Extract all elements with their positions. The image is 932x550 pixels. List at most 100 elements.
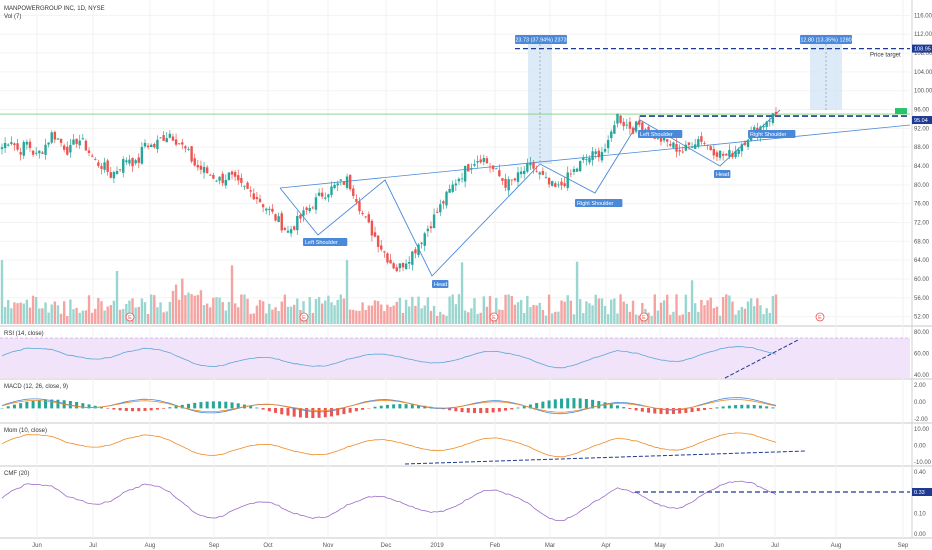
candle-body-203 <box>631 127 635 134</box>
candle-body-223 <box>693 144 697 149</box>
volume-bar-142 <box>442 314 445 324</box>
volume-bar-228 <box>709 297 712 324</box>
macd-hist-54 <box>168 407 172 409</box>
volume-bar-33 <box>103 310 106 324</box>
candle-body-144 <box>448 188 451 193</box>
macd-hist-158 <box>491 408 495 413</box>
volume-bar-8 <box>25 299 29 324</box>
candle-body-231 <box>718 150 722 158</box>
volume-bar-221 <box>687 312 691 324</box>
volume-bar-26 <box>81 310 85 324</box>
macd-hist-40 <box>124 408 128 411</box>
volume-bar-79 <box>246 298 249 324</box>
candle-body-129 <box>401 262 405 268</box>
macd-hist-150 <box>466 408 470 413</box>
candle-body-23 <box>72 139 75 145</box>
target-badge: 108.95 <box>914 47 931 53</box>
panel-3-tick-2: 0.10 <box>914 511 926 517</box>
volume-bar-37 <box>115 271 119 324</box>
volume-bar-17 <box>53 301 57 324</box>
candle-body-123 <box>383 251 386 253</box>
candle-body-170 <box>529 162 532 166</box>
volume-bar-240 <box>746 301 750 324</box>
volume-bar-89 <box>277 310 280 324</box>
volume-bar-209 <box>650 315 653 324</box>
candle-body-6 <box>19 152 22 155</box>
price-tick-1: 112.00 <box>914 32 932 38</box>
candle-body-157 <box>488 166 492 168</box>
volume-bar-205 <box>638 315 641 324</box>
candle-body-226 <box>703 143 706 144</box>
volume-bar-139 <box>432 305 436 324</box>
candle-body-90 <box>280 213 283 231</box>
volume-bar-162 <box>504 294 507 324</box>
volume-bar-178 <box>554 311 557 324</box>
candle-body-194 <box>603 149 607 152</box>
candle-body-61 <box>190 146 193 162</box>
macd-hist-180 <box>560 398 564 409</box>
volume-bar-126 <box>392 305 395 324</box>
volume-bar-6 <box>19 302 22 324</box>
candle-body-227 <box>706 144 709 146</box>
volume-bar-210 <box>653 294 656 324</box>
volume-bar-124 <box>386 304 389 324</box>
macd-hist-238 <box>740 404 744 409</box>
panel-title-3: CMF (20) <box>4 471 29 477</box>
candle-body-148 <box>460 178 464 180</box>
price-tick-11: 72.00 <box>914 220 930 226</box>
volume-bar-113 <box>352 309 355 324</box>
macd-hist-34 <box>106 408 110 409</box>
volume-bar-104 <box>324 300 327 324</box>
macd-hist-70 <box>218 401 222 409</box>
volume-bar-166 <box>516 302 520 324</box>
candle-body-84 <box>261 204 265 208</box>
volume-bar-219 <box>681 314 684 324</box>
volume-bar-136 <box>423 305 426 324</box>
volume-bar-83 <box>258 299 262 324</box>
macd-hist-210 <box>653 408 657 414</box>
volume-bar-160 <box>498 309 501 324</box>
candle-body-52 <box>162 135 165 141</box>
volume-bar-212 <box>659 302 663 324</box>
volume-bar-204 <box>634 314 638 324</box>
candle-body-106 <box>330 186 333 196</box>
volume-bar-196 <box>610 299 613 324</box>
volume-bar-138 <box>429 310 433 324</box>
price-tick-10: 76.00 <box>914 202 930 208</box>
volume-bar-92 <box>286 306 290 324</box>
candle-body-17 <box>53 131 57 140</box>
candle-body-242 <box>753 127 756 133</box>
panel-2-tick-0: 10.00 <box>914 427 930 433</box>
volume-bar-65 <box>202 305 206 324</box>
volume-bar-147 <box>457 294 461 324</box>
volume-bar-173 <box>538 302 541 324</box>
candle-body-220 <box>684 144 688 151</box>
volume-bar-62 <box>193 295 196 324</box>
volume-bar-45 <box>140 298 144 324</box>
macd-hist-106 <box>329 408 333 417</box>
macd-hist-38 <box>118 408 122 411</box>
month-label-15: Sep <box>898 543 909 549</box>
candle-body-125 <box>389 259 392 264</box>
volume-bar-87 <box>271 309 274 324</box>
candle-body-185 <box>575 168 579 172</box>
candle-body-164 <box>510 179 513 181</box>
macd-hist-18 <box>56 399 60 409</box>
panel-0-tick-1: 60.00 <box>914 352 930 358</box>
candle-body-66 <box>205 167 209 174</box>
volume-bar-233 <box>725 294 728 324</box>
volume-bar-239 <box>743 308 747 324</box>
candle-body-192 <box>597 150 601 158</box>
candle-body-92 <box>286 230 290 233</box>
volume-bar-27 <box>84 310 88 324</box>
volume-bar-225 <box>700 299 703 324</box>
candle-body-85 <box>265 208 268 211</box>
candle-body-199 <box>619 115 622 123</box>
volume-bar-148 <box>460 262 464 324</box>
candle-body-225 <box>700 136 703 142</box>
volume-bar-168 <box>523 313 526 324</box>
candle-body-155 <box>482 157 486 162</box>
volume-bar-42 <box>131 298 134 324</box>
volume-bar-71 <box>221 302 224 324</box>
